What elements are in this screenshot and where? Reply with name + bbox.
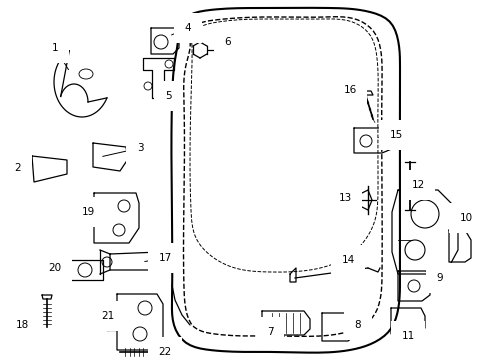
Text: 7: 7 <box>266 327 273 337</box>
Text: 12: 12 <box>410 180 424 190</box>
Text: 15: 15 <box>388 130 402 140</box>
Text: 11: 11 <box>401 331 414 341</box>
Text: 1: 1 <box>52 43 58 53</box>
Text: 4: 4 <box>184 23 191 33</box>
Text: 20: 20 <box>48 263 61 273</box>
Text: 2: 2 <box>15 163 21 173</box>
Text: 14: 14 <box>341 255 354 265</box>
Text: 5: 5 <box>164 91 171 101</box>
Text: 16: 16 <box>343 85 356 95</box>
Text: 13: 13 <box>338 193 351 203</box>
Text: 18: 18 <box>15 320 29 330</box>
Text: 8: 8 <box>354 320 361 330</box>
Text: 19: 19 <box>81 207 95 217</box>
Text: 10: 10 <box>459 213 471 223</box>
Text: 17: 17 <box>158 253 171 263</box>
Text: 6: 6 <box>224 37 231 47</box>
Text: 22: 22 <box>158 347 171 357</box>
Text: 9: 9 <box>436 273 443 283</box>
Text: 21: 21 <box>101 311 114 321</box>
Text: 3: 3 <box>137 143 143 153</box>
